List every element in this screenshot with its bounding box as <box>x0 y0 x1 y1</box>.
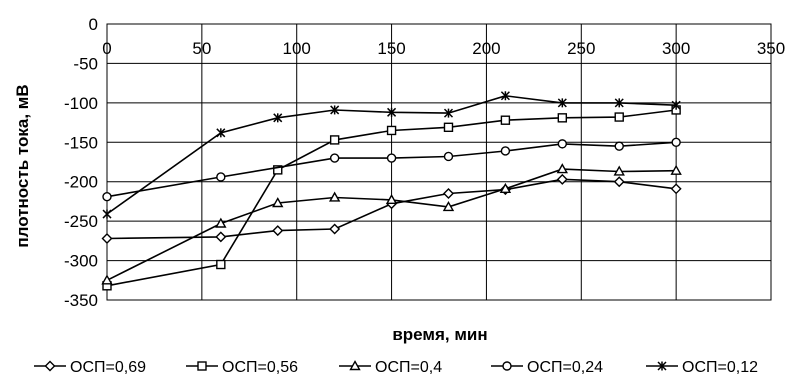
data-point-circle <box>502 361 512 371</box>
x-tick-label: 150 <box>377 39 405 58</box>
data-point-circle <box>557 139 568 149</box>
series-triangle <box>101 163 682 285</box>
data-point-triangle <box>101 274 113 285</box>
legend-label: ОСП=0,4 <box>375 359 442 376</box>
legend-item: ОСП=0,24 <box>491 359 603 376</box>
data-point-triangle <box>349 360 361 371</box>
data-point-triangle <box>442 201 455 212</box>
data-point-square <box>386 125 397 136</box>
data-point-circle <box>329 153 340 163</box>
y-tick-label: 0 <box>89 15 98 34</box>
data-point-diamond <box>215 231 227 243</box>
data-point-diamond <box>101 233 113 244</box>
series-layer <box>101 91 682 291</box>
data-point-triangle <box>556 163 569 174</box>
y-tick-label: -300 <box>64 252 98 271</box>
data-point-square <box>197 361 207 371</box>
series-line <box>106 94 677 215</box>
x-tick-label: 100 <box>283 39 311 58</box>
plot-area <box>106 23 772 301</box>
legend: ОСП=0,69 ОСП=0,56 ОСП=0,4 ОСП=0,24 ОСП=0,12 <box>34 359 758 376</box>
series-diamond <box>101 173 682 244</box>
data-point-star <box>102 209 112 219</box>
legend-item: ОСП=0,12 <box>646 359 758 376</box>
x-tick-label: 350 <box>757 39 785 58</box>
data-point-triangle <box>613 165 625 176</box>
data-point-star <box>330 105 340 115</box>
x-tick-label: 250 <box>567 39 595 58</box>
legend-item: ОСП=0,4 <box>339 359 442 376</box>
data-point-square <box>329 135 340 145</box>
data-point-circle <box>614 141 624 151</box>
data-point-star <box>657 361 667 371</box>
data-point-diamond <box>442 188 454 200</box>
legend-label: ОСП=0,12 <box>682 359 758 376</box>
data-point-square <box>443 122 454 133</box>
y-tick-label: -350 <box>64 291 98 310</box>
legend-label: ОСП=0,24 <box>527 359 603 376</box>
y-tick-label: -250 <box>64 212 98 231</box>
data-point-square <box>557 113 568 123</box>
data-point-diamond <box>556 173 568 185</box>
data-point-star <box>557 98 567 108</box>
data-point-star <box>500 91 510 101</box>
data-point-star <box>443 108 454 118</box>
data-point-star <box>216 128 226 138</box>
data-point-diamond <box>670 183 682 195</box>
series-line <box>106 168 677 282</box>
legend-item: ОСП=0,69 <box>34 359 146 376</box>
series-star <box>102 91 681 219</box>
data-point-circle <box>216 172 226 182</box>
data-point-square <box>614 112 624 122</box>
x-tick-label: 200 <box>472 39 500 58</box>
series-line <box>106 178 677 240</box>
data-point-star <box>671 100 681 110</box>
y-axis-title: плотность тока, мВ <box>13 84 32 247</box>
data-point-triangle <box>385 193 398 205</box>
x-axis-title: время, мин <box>392 325 487 344</box>
grid <box>106 23 772 301</box>
data-point-square <box>273 165 283 175</box>
series-line <box>106 109 677 287</box>
data-point-diamond <box>272 225 284 237</box>
data-point-star <box>614 98 624 108</box>
data-point-triangle <box>670 164 682 175</box>
legend-item: ОСП=0,56 <box>186 359 298 376</box>
series-circle <box>102 137 681 202</box>
data-point-circle <box>671 137 681 147</box>
data-point-diamond <box>329 223 341 235</box>
data-point-triangle <box>272 197 284 208</box>
data-point-diamond <box>613 176 625 188</box>
x-tick-label: 300 <box>662 39 690 58</box>
y-tick-label: -150 <box>64 133 98 152</box>
data-point-circle <box>500 146 511 156</box>
legend-label: ОСП=0,56 <box>222 359 298 376</box>
data-point-circle <box>102 191 112 202</box>
data-point-triangle <box>499 182 512 194</box>
legend-label: ОСП=0,69 <box>70 359 146 376</box>
plot-frame <box>106 23 772 301</box>
series-square <box>102 105 681 291</box>
data-point-circle <box>443 151 454 162</box>
y-tick-label: -50 <box>73 54 98 73</box>
x-tick-label: 50 <box>192 39 211 58</box>
data-point-triangle <box>328 191 341 202</box>
data-point-star <box>273 113 283 123</box>
data-point-square <box>500 115 511 125</box>
data-point-triangle <box>215 217 227 228</box>
data-point-circle <box>386 153 397 163</box>
y-tick-label: -100 <box>64 94 98 113</box>
data-point-diamond <box>44 360 56 372</box>
y-tick-label: -200 <box>64 173 98 192</box>
x-tick-label: 0 <box>102 39 111 58</box>
data-point-star <box>387 107 397 117</box>
data-point-square <box>216 259 226 270</box>
